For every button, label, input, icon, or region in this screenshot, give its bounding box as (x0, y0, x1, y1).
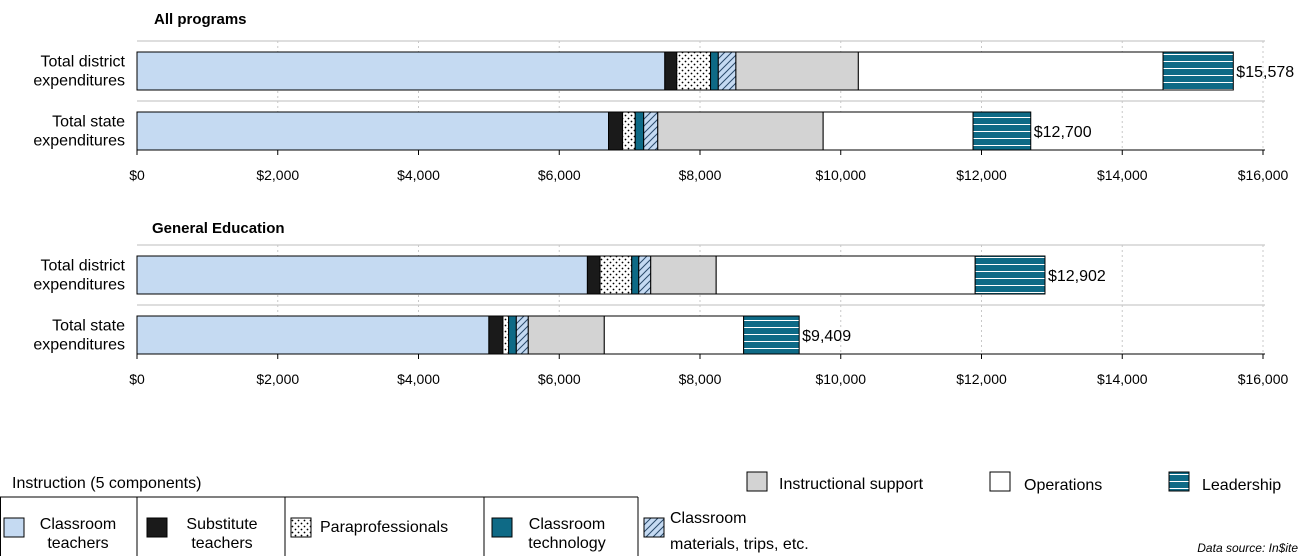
bar-segment-substitute (664, 51, 678, 91)
bar-segment-materials (643, 111, 659, 151)
bar-segment-leadership (974, 255, 1046, 295)
bar-segment-operations (603, 315, 745, 355)
bar-segment-substitute (586, 255, 601, 295)
legend-swatch (1168, 471, 1190, 492)
legend-label: technology (528, 535, 605, 552)
bar-segment-para (622, 111, 636, 151)
bar-segment-substitute (608, 111, 624, 151)
bar-segment-leadership (743, 315, 800, 355)
legend-label: Classroom (529, 516, 605, 533)
x-tick-label: $8,000 (679, 371, 722, 387)
legend-item-substitute: Substitute teachers (146, 516, 258, 552)
legend-label: Paraprofessionals (320, 519, 448, 536)
legend-label: Leadership (1202, 477, 1281, 494)
bar-segment-teachers (136, 51, 666, 91)
x-tick-label: $0 (129, 167, 145, 183)
x-tick-label: $4,000 (397, 371, 440, 387)
legend-instruction-title: Instruction (5 components) (12, 475, 201, 492)
bar-segment-materials (515, 315, 529, 355)
x-tick-label: $8,000 (679, 167, 722, 183)
x-tick-label: $6,000 (538, 167, 581, 183)
row-label: expenditures (33, 337, 125, 354)
legend-label: teachers (47, 535, 108, 552)
x-tick-label: $16,000 (1238, 371, 1289, 387)
x-tick-label: $14,000 (1097, 167, 1148, 183)
bar-segment-operations (857, 51, 1164, 91)
legend-swatch (491, 517, 513, 538)
row-label: Total district (41, 54, 126, 71)
legend-label: Instructional support (779, 476, 924, 493)
data-source-note: Data source: In$ite (1197, 541, 1298, 555)
x-tick-label: $2,000 (256, 167, 299, 183)
legend-label: Substitute (186, 516, 257, 533)
panel-general-education: General Education $12,902 $9,409 Total di… (33, 220, 1288, 387)
legend-swatch (146, 517, 168, 538)
x-tick-label: $14,000 (1097, 371, 1148, 387)
legend-item-para: Paraprofessionals (290, 517, 448, 538)
bar-segment-support (527, 315, 605, 355)
bar-segment-tech (710, 51, 719, 91)
row-label: Total state (52, 114, 125, 131)
x-tick-label: $4,000 (397, 167, 440, 183)
legend: Instruction (5 components) Classroom teac… (0, 471, 1281, 556)
legend-label: Classroom (670, 510, 746, 527)
row-label: expenditures (33, 277, 125, 294)
bar-segment-support (735, 51, 859, 91)
bar-segment-materials (638, 255, 652, 295)
row-label: expenditures (33, 73, 125, 90)
legend-label: materials, trips, etc. (670, 536, 809, 553)
panel-all-programs: All programs $15,578 $12,700 Total distri… (33, 11, 1294, 183)
legend-item-teachers: Classroom teachers (3, 516, 116, 552)
bar-segment-tech (508, 315, 517, 355)
bar-segment-substitute (488, 315, 504, 355)
bar-segment-support (657, 111, 824, 151)
legend-item-leadership: Leadership (1168, 471, 1281, 494)
legend-bracket (0, 496, 639, 556)
bar-total-label: $12,902 (1048, 268, 1106, 285)
legend-swatch (746, 471, 768, 492)
bar-segment-para (676, 51, 712, 91)
bar-total-label: $12,700 (1034, 124, 1092, 141)
panel-title: All programs (154, 11, 247, 28)
legend-swatch (290, 517, 312, 538)
bar-segment-materials (717, 51, 737, 91)
legend-label: Classroom (40, 516, 116, 533)
row-label: Total state (52, 318, 125, 335)
x-tick-label: $12,000 (956, 371, 1007, 387)
bar-segment-tech (631, 255, 640, 295)
legend-item-materials: Classroom materials, trips, etc. (643, 510, 809, 553)
bar-segment-para (502, 315, 510, 355)
legend-swatch (3, 517, 25, 538)
x-tick-label: $10,000 (815, 167, 866, 183)
bar-segment-teachers (136, 111, 610, 151)
bar-segment-teachers (136, 315, 490, 355)
legend-label: Operations (1024, 477, 1102, 494)
legend-swatch (989, 471, 1011, 492)
row-label: Total district (41, 258, 126, 275)
x-tick-label: $2,000 (256, 371, 299, 387)
bar-segment-leadership (1162, 51, 1234, 91)
x-tick-label: $16,000 (1238, 167, 1289, 183)
legend-label: teachers (191, 535, 252, 552)
x-tick-label: $10,000 (815, 371, 866, 387)
bar-segment-support (650, 255, 717, 295)
x-tick-label: $12,000 (956, 167, 1007, 183)
panel-title: General Education (152, 220, 285, 237)
bar-segment-teachers (136, 255, 588, 295)
legend-item-support: Instructional support (746, 471, 924, 493)
x-tick-label: $0 (129, 371, 145, 387)
x-tick-label: $6,000 (538, 371, 581, 387)
bar-total-label: $15,578 (1236, 64, 1294, 81)
legend-swatch (643, 517, 665, 538)
bar-segment-leadership (972, 111, 1032, 151)
legend-item-tech: Classroom technology (491, 516, 606, 552)
bar-segment-tech (634, 111, 645, 151)
legend-item-operations: Operations (989, 471, 1102, 494)
bar-segment-para (599, 255, 633, 295)
bar-segment-operations (715, 255, 976, 295)
row-label: expenditures (33, 133, 125, 150)
bar-segment-operations (822, 111, 974, 151)
bar-total-label: $9,409 (802, 328, 851, 345)
